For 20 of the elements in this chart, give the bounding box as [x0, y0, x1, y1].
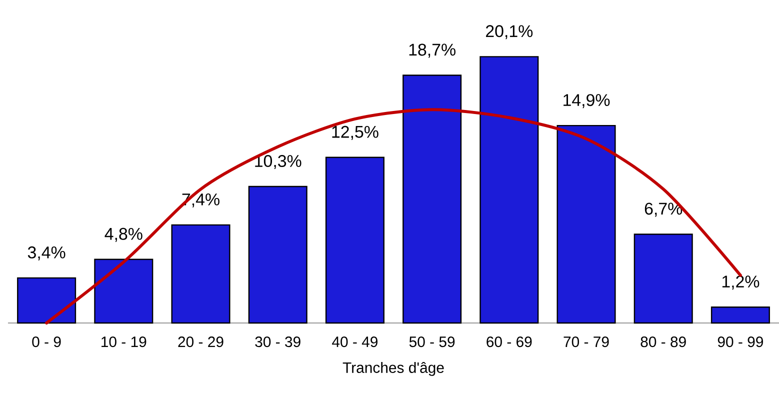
data-label: 4,8% — [104, 228, 142, 242]
data-label: 12,5% — [332, 126, 378, 140]
x-tick-label: 50 - 59 — [409, 336, 455, 348]
x-tick-label: 10 - 19 — [102, 336, 146, 348]
data-label: 3,4% — [28, 246, 66, 260]
x-tick-label: 60 - 69 — [486, 336, 532, 348]
data-label: 1,2% — [722, 276, 760, 290]
x-axis-title: Tranches d'âge — [342, 362, 444, 376]
data-label: 18,7% — [409, 44, 456, 58]
x-tick-label: 20 - 29 — [178, 336, 224, 348]
x-tick-label: 40 - 49 — [332, 336, 378, 348]
x-tick-label: 70 - 79 — [564, 336, 609, 348]
data-label: 20,1% — [486, 25, 533, 40]
x-tick-label: 90 - 99 — [718, 336, 763, 348]
data-label: 6,7% — [644, 202, 682, 217]
data-label: 14,9% — [564, 94, 610, 108]
x-tick-label: 0 - 9 — [32, 336, 61, 348]
x-tick-label: 80 - 89 — [640, 336, 686, 348]
x-tick-label: 30 - 39 — [255, 336, 300, 348]
data-label: 10,3% — [255, 155, 302, 170]
